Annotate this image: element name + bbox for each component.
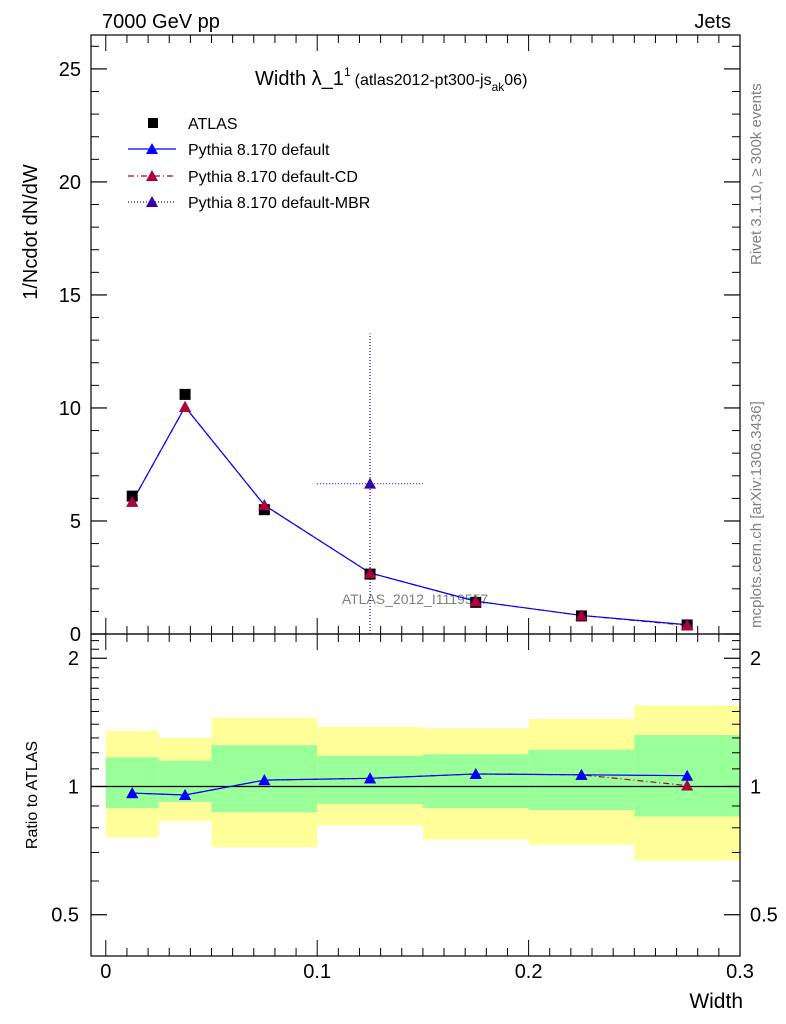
ratio-uncertainty-bands: [91, 705, 740, 861]
xtick-label: 0: [100, 961, 111, 983]
mc-point: [179, 400, 192, 412]
main-series: [126, 333, 694, 634]
chart-title: Width λ_11 (atlas2012-pt300-jsak06): [255, 65, 527, 94]
title-main: Width λ_1: [255, 68, 344, 90]
legend-label-atlas: ATLAS: [188, 116, 238, 133]
main-ytick-label: 0: [70, 624, 81, 646]
ratio-point: [179, 788, 192, 800]
legend-marker-mbr: [146, 196, 158, 207]
ratio-point: [681, 779, 694, 791]
title-tail: 06): [504, 72, 527, 89]
main-ytick-label: 5: [70, 511, 81, 533]
ratio-ytick-label: 0.5: [51, 905, 79, 927]
ratio-ytick-label-right: 2: [750, 648, 761, 670]
ratio-ytick-label: 1: [68, 776, 79, 798]
header-right-label: Jets: [694, 11, 731, 33]
ratio-point: [126, 787, 139, 799]
mc-point: [681, 619, 694, 631]
ratio-ytick-label-right: 1: [750, 776, 761, 798]
mc-point: [469, 595, 482, 607]
ratio-point: [364, 772, 377, 784]
title-sup: 1: [344, 65, 351, 79]
xtick-label: 0.2: [515, 961, 543, 983]
main-ytick-label: 20: [59, 172, 81, 194]
ratio-band-green: [528, 749, 635, 811]
legend-marker-default: [146, 143, 158, 154]
title-paren: (atlas2012-pt300-js: [355, 72, 492, 89]
legend: ATLAS Pythia 8.170 default Pythia 8.170 …: [128, 116, 370, 212]
mc-point: [575, 609, 588, 621]
legend-marker-atlas: [148, 118, 158, 128]
ratio-plot-frame: [90, 633, 741, 957]
ratio-band-green: [105, 757, 159, 809]
ratio-point: [469, 767, 482, 779]
mc-point: [364, 566, 377, 578]
ratio-ytick-label: 2: [68, 648, 79, 670]
ratio-series: [126, 767, 694, 800]
ratio-point: [681, 769, 694, 781]
rivet-label: Rivet 3.1.10, ≥ 300k events: [748, 83, 765, 265]
mc-point: [126, 495, 139, 507]
mcplots-label: mcplots.cern.ch [arXiv:1306.3436]: [748, 401, 765, 628]
main-axis-ticks: 0 5 10 15 20 25: [59, 35, 741, 646]
ratio-point: [258, 774, 271, 786]
title-sub: ak: [492, 80, 506, 94]
atlas-point: [179, 388, 191, 400]
xlabel: Width: [689, 990, 743, 1013]
legend-label-mbr: Pythia 8.170 default-MBR: [188, 195, 370, 212]
mbr-point: [364, 477, 377, 489]
legend-label-cd: Pythia 8.170 default-CD: [188, 169, 358, 186]
legend-marker-cd: [146, 170, 158, 181]
ratio-axis-ticks: 0.5 0.5 1 1 2 2 0 0.1 0.2 0.3: [51, 634, 778, 983]
header-left-label: 7000 GeV pp: [102, 11, 220, 33]
ratio-ytick-label-right: 0.5: [750, 905, 778, 927]
legend-label-default: Pythia 8.170 default: [188, 142, 330, 159]
main-ytick-label: 10: [59, 398, 81, 420]
mc-point: [258, 499, 271, 511]
ratio-point: [575, 768, 588, 780]
xtick-label: 0.1: [303, 961, 331, 983]
ratio-ylabel: Ratio to ATLAS: [24, 741, 41, 849]
main-ylabel: 1/Ncdot dN/dW: [20, 164, 42, 300]
main-ytick-label: 15: [59, 285, 81, 307]
xtick-label: 0.3: [726, 961, 754, 983]
ratio-band-green: [422, 754, 529, 809]
main-ytick-label: 25: [59, 59, 81, 81]
